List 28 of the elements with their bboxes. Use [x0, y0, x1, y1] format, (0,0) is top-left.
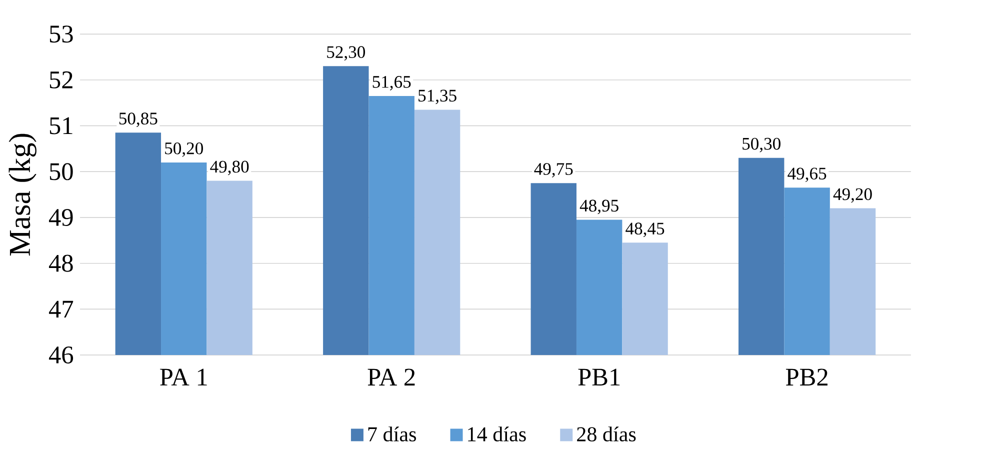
data-label: 49,20	[833, 188, 872, 203]
data-label: 48,45	[626, 222, 664, 238]
data-label: 48,95	[580, 200, 618, 214]
x-tick-label: PB2	[786, 368, 828, 386]
data-label: 51,35	[418, 90, 456, 104]
data-label: 51,65	[372, 76, 411, 90]
y-tick-label: 48	[48, 254, 73, 272]
data-label: 50,85	[119, 112, 158, 128]
data-label: 50,30	[742, 138, 780, 152]
data-label: 49,80	[210, 160, 249, 176]
x-tick-label: PB1	[578, 368, 620, 386]
data-label: 52,30	[327, 46, 366, 61]
y-tick-label: 52	[50, 71, 72, 88]
y-axis-title: Masa (kg)	[8, 134, 36, 256]
y-tick-label: 47	[48, 300, 74, 318]
y-tick-label: 49	[48, 208, 73, 226]
x-tick-label: PA 1	[160, 368, 207, 386]
legend-label: 28 días	[577, 426, 636, 442]
data-label: 49,65	[788, 168, 826, 182]
legend-label: 14 días	[468, 426, 526, 442]
y-tick-label: 51	[50, 117, 72, 134]
y-tick-label: 46	[48, 346, 74, 364]
data-label: 50,20	[165, 142, 203, 157]
data-label: 49,75	[534, 163, 573, 178]
y-tick-label: 50	[50, 163, 73, 180]
x-tick-label: PA 2	[368, 368, 415, 386]
y-tick-label: 53	[50, 26, 73, 43]
legend-label: 7 días	[368, 426, 416, 442]
